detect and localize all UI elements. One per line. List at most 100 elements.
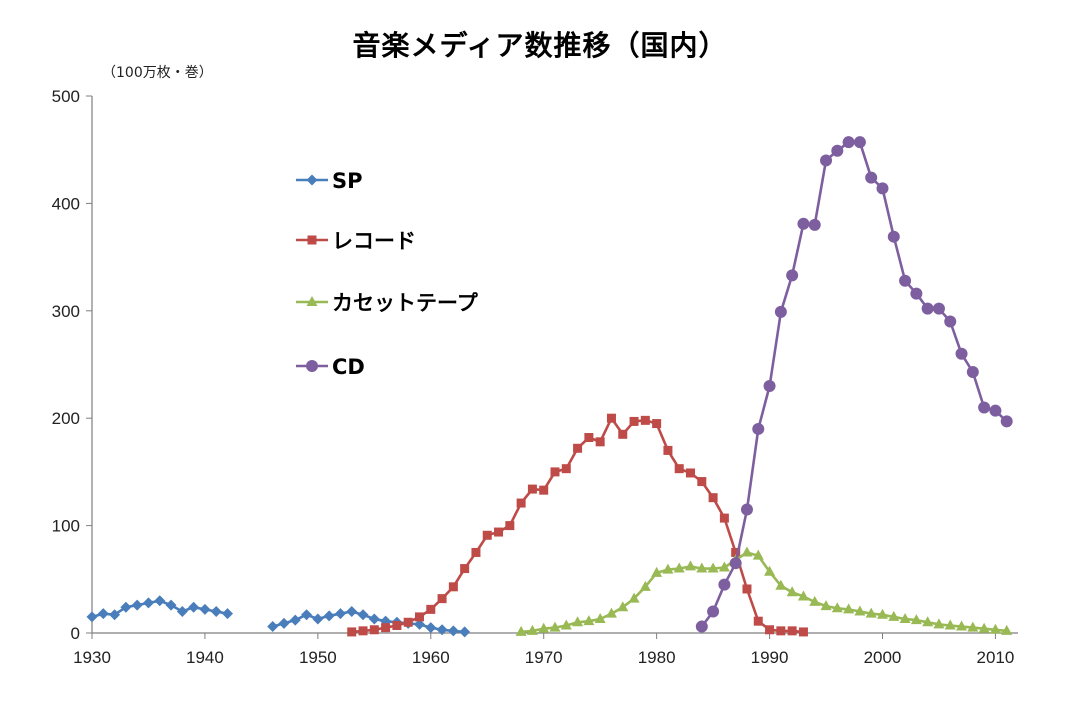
legend-label-record: レコード xyxy=(332,229,416,253)
data-point-record xyxy=(742,584,752,594)
data-point-record xyxy=(505,521,515,531)
data-point-cd xyxy=(944,315,957,328)
legend-item-cassette-tape: カセットテープ xyxy=(296,291,479,315)
data-point-cassette-tape xyxy=(526,624,538,635)
data-point-record xyxy=(460,564,470,574)
data-point-cassette-tape xyxy=(752,549,764,560)
data-point-cd xyxy=(1000,415,1013,428)
data-point-cassette-tape xyxy=(764,565,776,576)
data-point-sp xyxy=(176,606,188,618)
data-point-cd xyxy=(763,379,776,392)
data-point-cassette-tape xyxy=(854,605,866,616)
data-point-cassette-tape xyxy=(888,610,900,621)
data-point-record xyxy=(392,620,402,630)
data-point-sp xyxy=(334,608,346,620)
data-point-cd xyxy=(752,422,765,435)
data-point-cassette-tape xyxy=(515,625,527,636)
data-point-cd xyxy=(820,154,833,167)
data-point-cd xyxy=(899,274,912,287)
data-point-cd xyxy=(966,366,979,379)
data-point-sp xyxy=(109,609,121,621)
data-point-record xyxy=(606,413,616,423)
data-point-cassette-tape xyxy=(1001,624,1013,635)
data-point-cd xyxy=(887,230,900,243)
data-point-cd xyxy=(989,404,1002,417)
legend-marker-record xyxy=(307,235,317,245)
data-point-cassette-tape xyxy=(899,613,911,624)
data-point-sp xyxy=(459,626,471,638)
axes: 0 100 200 300 400 500 1930 1940 1950 1960 1970 1980… xyxy=(52,87,1018,667)
data-point-cd xyxy=(978,401,991,414)
data-point-sp xyxy=(323,610,335,622)
data-point-record xyxy=(437,594,447,604)
data-point-cassette-tape xyxy=(922,616,934,627)
data-point-sp xyxy=(425,622,437,634)
data-point-cassette-tape xyxy=(843,603,855,614)
data-point-cassette-tape xyxy=(910,614,922,625)
data-point-cassette-tape xyxy=(617,601,629,612)
data-point-cassette-tape xyxy=(549,621,561,632)
data-point-record xyxy=(561,464,571,474)
y-axis-unit-label: （100万枚・巻） xyxy=(102,65,213,81)
chart-title: 音楽メディア数推移（国内） xyxy=(352,29,728,62)
data-point-cassette-tape xyxy=(707,562,719,573)
data-point-sp xyxy=(188,601,200,613)
series-cd xyxy=(695,136,1013,633)
data-point-sp xyxy=(346,606,358,618)
legend-marker-sp xyxy=(306,174,318,186)
data-point-record xyxy=(403,617,413,627)
data-point-record xyxy=(697,477,707,487)
data-point-record xyxy=(550,467,560,477)
legend-marker-cassette-tape xyxy=(306,296,318,306)
data-point-sp xyxy=(142,597,154,609)
data-point-record xyxy=(347,627,357,637)
legend-item-sp: SP xyxy=(296,169,363,193)
data-point-cd xyxy=(786,269,799,282)
data-point-record xyxy=(527,484,537,494)
data-point-sp xyxy=(436,624,448,636)
data-point-cassette-tape xyxy=(831,602,843,613)
x-tick-label: 1940 xyxy=(186,648,224,667)
data-point-record xyxy=(516,498,526,508)
data-point-sp xyxy=(289,614,301,626)
data-point-sp xyxy=(301,609,313,621)
data-point-cassette-tape xyxy=(786,586,798,597)
y-tick-label: 400 xyxy=(52,194,80,213)
series-sp xyxy=(86,595,471,638)
data-point-cassette-tape xyxy=(956,620,968,631)
x-tick-label: 2010 xyxy=(977,648,1015,667)
data-point-cassette-tape xyxy=(989,623,1001,634)
data-point-cassette-tape xyxy=(809,595,821,606)
data-point-cassette-tape xyxy=(572,616,584,627)
data-point-record xyxy=(573,443,583,453)
data-point-cassette-tape xyxy=(628,592,640,603)
data-point-record xyxy=(674,464,684,474)
data-point-sp xyxy=(447,625,459,637)
series-cassette-tape xyxy=(515,546,1013,636)
data-point-cassette-tape xyxy=(944,619,956,630)
data-point-cd xyxy=(831,144,844,157)
x-tick-label: 1970 xyxy=(525,648,563,667)
data-point-cassette-tape xyxy=(583,615,595,626)
y-tick-label: 500 xyxy=(52,87,80,106)
data-point-record xyxy=(448,582,458,592)
series-record xyxy=(347,413,808,637)
data-point-record xyxy=(731,547,741,557)
data-point-cassette-tape xyxy=(560,619,572,630)
data-point-sp xyxy=(131,599,143,611)
legend-item-cd: CD xyxy=(296,355,365,379)
data-point-sp xyxy=(199,603,211,615)
data-point-cd xyxy=(921,302,934,315)
x-tick-label: 2000 xyxy=(864,648,902,667)
data-point-cd xyxy=(932,302,945,315)
data-point-sp xyxy=(210,606,222,618)
data-point-record xyxy=(414,612,424,622)
data-point-record xyxy=(358,626,368,636)
data-point-record xyxy=(663,445,673,455)
data-point-cassette-tape xyxy=(673,562,685,573)
data-point-sp xyxy=(357,609,369,621)
legend-item-record: レコード xyxy=(296,229,416,253)
data-point-cd xyxy=(718,578,731,591)
y-tick-label: 300 xyxy=(52,302,80,321)
